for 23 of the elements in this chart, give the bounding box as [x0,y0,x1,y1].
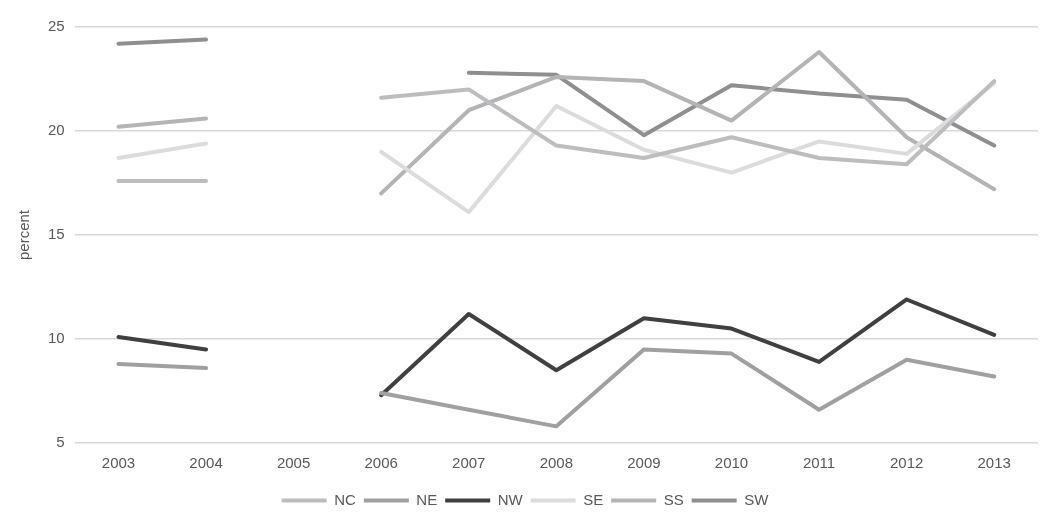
x-tick-label: 2013 [977,454,1011,472]
y-axis-title: percent [15,209,33,261]
legend-label: NC [334,490,356,508]
x-tick-label: 2005 [276,454,311,472]
legend-label: SS [663,490,684,508]
y-tick-label: 5 [56,433,65,451]
y-tick-label: 10 [48,329,65,347]
y-tick-label: 15 [48,225,65,243]
x-tick-label: 2004 [189,454,223,472]
x-tick-label: 2010 [714,454,749,472]
x-tick-label: 2007 [452,454,486,472]
x-tick-label: 2011 [802,454,836,472]
x-tick-label: 2008 [539,454,574,472]
legend-label: SE [583,490,604,508]
x-tick-label: 2006 [364,454,398,472]
legend-label: NW [497,490,524,508]
x-tick-label: 2012 [889,454,924,472]
y-tick-label: 20 [48,121,65,139]
legend-label: NE [416,490,438,508]
legend-label: SW [744,490,770,508]
x-tick-label: 2003 [101,454,136,472]
y-tick-label: 25 [48,17,65,35]
x-tick-label: 2009 [627,454,661,472]
